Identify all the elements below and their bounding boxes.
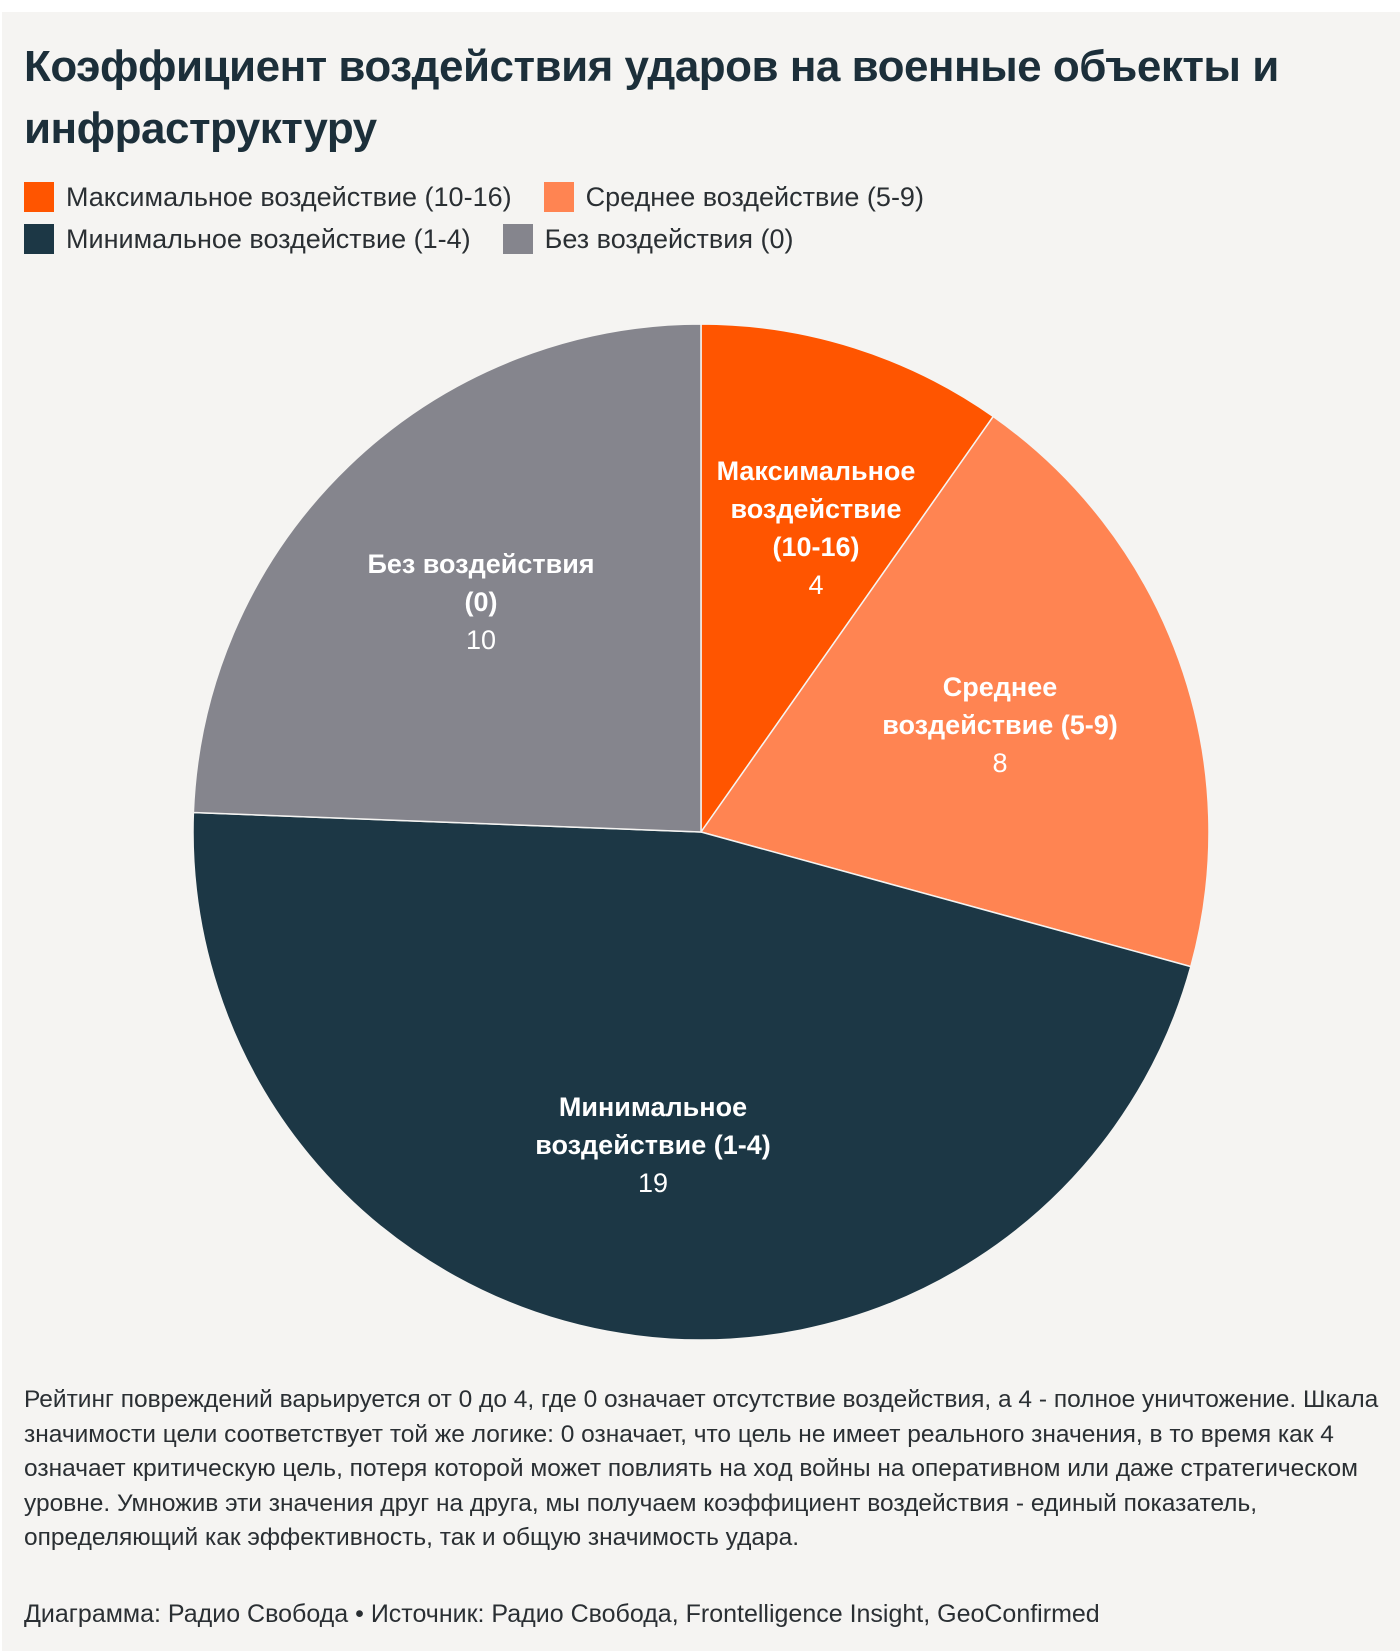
legend-item-none: Без воздействия (0): [502, 223, 794, 255]
legend-swatch-medium: [543, 182, 574, 212]
slice-value: 19: [637, 1168, 669, 1198]
slice-label-line: Максимальное: [716, 456, 916, 486]
slice-label-line: Без воздействия: [367, 549, 595, 579]
pie-slice-medium: [699, 415, 1210, 968]
slice-label-line: Минимальное: [558, 1092, 748, 1122]
legend: Максимальное воздействие (10-16) Среднее…: [24, 176, 956, 260]
pie-slice-min: [192, 811, 1192, 1341]
slice-value: 8: [992, 748, 1008, 778]
slice-value: 10: [465, 625, 497, 655]
legend-item-medium: Среднее воздействие (5-9): [543, 181, 924, 213]
slice-label-medium: Среднее воздействие (5-9) 8: [882, 668, 1118, 782]
legend-item-min: Минимальное воздействие (1-4): [24, 224, 471, 255]
slice-label-line: Среднее: [942, 672, 1058, 702]
legend-swatch-max: [24, 182, 54, 212]
legend-label: Без воздействия (0): [544, 223, 794, 254]
slice-label-max: Максимальное воздействие (10-16) 4: [717, 452, 916, 604]
legend-swatch-none: [502, 224, 533, 254]
chart-credit: Диаграмма: Радио Свобода • Источник: Рад…: [24, 1600, 1100, 1628]
slice-label-line: воздействие: [730, 494, 902, 524]
pie-slice-none: [192, 323, 702, 833]
slice-value: 4: [808, 570, 824, 600]
legend-label: Максимальное воздействие (10-16): [66, 181, 512, 212]
legend-label: Минимальное воздействие (1-4): [66, 223, 471, 254]
legend-item-max: Максимальное воздействие (10-16): [24, 182, 512, 213]
chart-title: Коэффициент воздействия ударов на военны…: [24, 42, 1279, 153]
pie-slice-max: [700, 323, 995, 835]
slice-label-line: воздействие (1-4): [535, 1130, 771, 1160]
slice-label-min: Минимальное воздействие (1-4) 19: [535, 1088, 771, 1202]
slice-label-line: воздействие (5-9): [882, 710, 1118, 740]
legend-swatch-min: [24, 224, 54, 254]
slice-label-line: (0): [464, 587, 498, 617]
chart-description: Рейтинг повреждений варьируется от 0 до …: [24, 1386, 1379, 1551]
slice-label-line: (10-16): [772, 532, 860, 562]
legend-label: Среднее воздействие (5-9): [585, 181, 924, 212]
slice-label-none: Без воздействия (0) 10: [367, 545, 594, 659]
